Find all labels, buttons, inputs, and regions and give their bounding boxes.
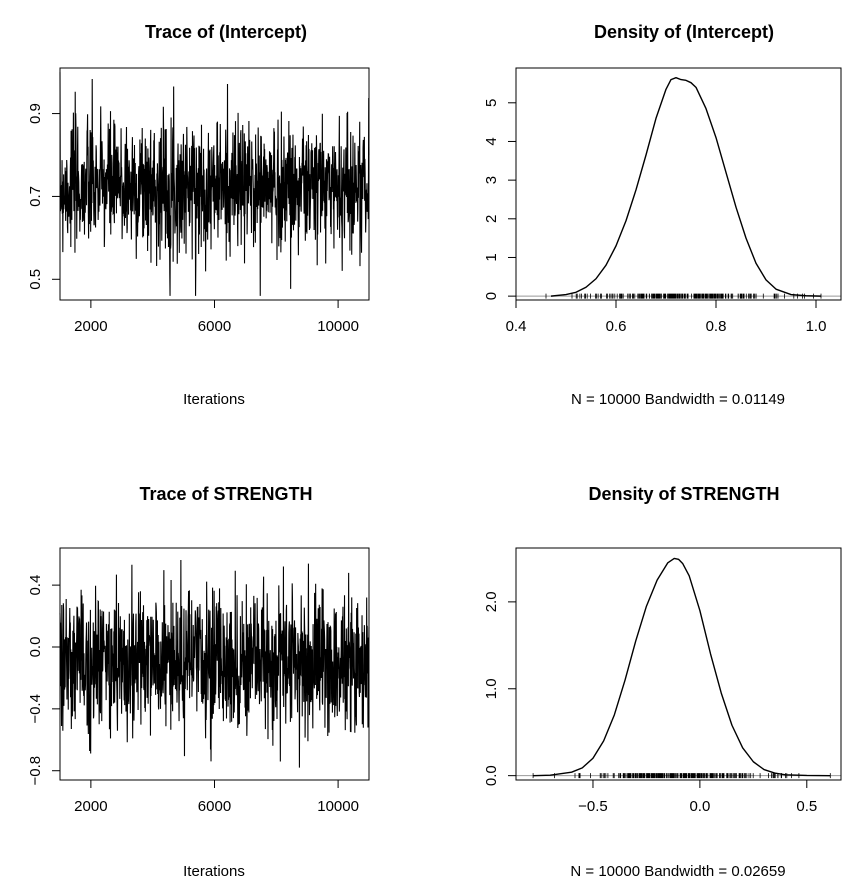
- x-axis: 0.4 0.6 0.8 1.0: [506, 300, 827, 335]
- x-tick-label: 0.6: [606, 318, 627, 335]
- chart-title: Trace of (Intercept): [145, 22, 307, 42]
- plot-frame: [515, 547, 842, 781]
- x-tick-label: 0.5: [796, 798, 817, 815]
- y-tick-label: 1: [483, 253, 500, 261]
- x-tick-label: 2000: [74, 318, 107, 335]
- trace-line: [59, 72, 370, 296]
- y-tick-label: 0.5: [27, 269, 44, 290]
- x-tick-label: 0.0: [689, 798, 710, 815]
- x-axis: 2000 6000 10000: [74, 780, 359, 815]
- x-axis-label: N = 10000 Bandwidth = 0.02659: [570, 863, 785, 880]
- density-series: [516, 76, 841, 299]
- density-series: [516, 557, 841, 779]
- panel-trace-strength: Trace of STRENGTH 2000 6000 10000 −0.8 −0.4…: [27, 484, 370, 880]
- density-curve: [550, 76, 822, 297]
- trace-series: [59, 72, 370, 296]
- x-tick-label: −0.5: [578, 798, 608, 815]
- y-tick-label: 4: [483, 137, 500, 145]
- x-tick-label: 0.8: [706, 318, 727, 335]
- y-tick-label: 0.4: [27, 575, 44, 596]
- trace-series: [59, 560, 370, 768]
- y-tick-label: −0.8: [27, 756, 44, 786]
- panel-density-strength: Density of STRENGTH −0.5 0.0 0.5 0.0 1.0 2.0…: [483, 484, 842, 880]
- x-tick-label: 6000: [198, 318, 231, 335]
- y-axis: 0 1 2 3 4 5: [483, 99, 516, 300]
- x-axis: −0.5 0.0 0.5: [578, 780, 817, 815]
- y-tick-label: 0.0: [483, 765, 500, 786]
- chart-title: Density of STRENGTH: [588, 484, 779, 504]
- x-axis-label: Iterations: [183, 391, 245, 408]
- y-axis: 0.0 1.0 2.0: [483, 591, 516, 786]
- y-axis: 0.5 0.7 0.9: [27, 103, 60, 290]
- y-tick-label: 3: [483, 176, 500, 184]
- density-curve: [533, 557, 831, 777]
- x-tick-label: 10000: [317, 798, 359, 815]
- panel-trace-intercept: Trace of (Intercept) 2000 6000 10000 0.50.…: [27, 22, 370, 408]
- rug-marks: [532, 773, 831, 779]
- x-tick-label: 10000: [317, 318, 359, 335]
- rug-marks: [545, 293, 822, 299]
- y-tick-label: 5: [483, 99, 500, 107]
- y-tick-label: 0.9: [27, 103, 44, 124]
- panel-density-intercept: Density of (Intercept) 0.4 0.6 0.8 1.0 0 1 2 3…: [483, 22, 842, 408]
- y-tick-label: 2: [483, 215, 500, 223]
- x-tick-label: 1.0: [806, 318, 827, 335]
- chart-title: Trace of STRENGTH: [139, 484, 312, 504]
- y-tick-label: 1.0: [483, 678, 500, 699]
- x-tick-label: 0.4: [506, 318, 527, 335]
- y-tick-label: 0: [483, 292, 500, 300]
- y-tick-label: 2.0: [483, 591, 500, 612]
- plot-frame: [515, 67, 842, 301]
- x-tick-label: 2000: [74, 798, 107, 815]
- y-tick-label: 0.7: [27, 186, 44, 207]
- chart-title: Density of (Intercept): [594, 22, 774, 42]
- y-axis: −0.8 −0.4 0.0 0.4: [27, 575, 60, 786]
- x-axis: 2000 6000 10000: [74, 300, 359, 335]
- y-tick-label: 0.0: [27, 637, 44, 658]
- trace-line: [59, 560, 370, 768]
- x-tick-label: 6000: [198, 798, 231, 815]
- x-axis-label: Iterations: [183, 863, 245, 880]
- x-axis-label: N = 10000 Bandwidth = 0.01149: [571, 391, 785, 408]
- y-tick-label: −0.4: [27, 694, 44, 724]
